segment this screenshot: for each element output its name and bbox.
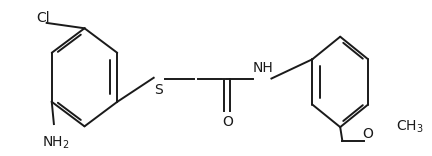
Text: CH$_3$: CH$_3$ bbox=[396, 119, 424, 135]
Text: Cl: Cl bbox=[36, 11, 50, 25]
Text: S: S bbox=[155, 83, 163, 98]
Text: O: O bbox=[363, 127, 374, 141]
Text: NH$_2$: NH$_2$ bbox=[42, 135, 70, 151]
Text: O: O bbox=[222, 115, 233, 129]
Text: NH: NH bbox=[252, 61, 273, 75]
